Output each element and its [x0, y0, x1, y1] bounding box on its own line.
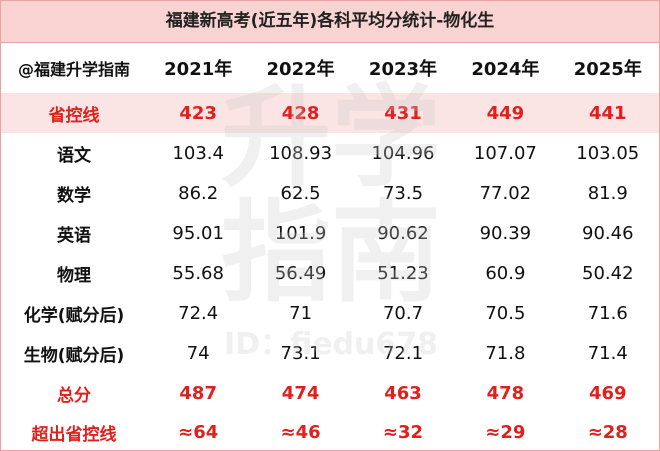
cell: 478 [486, 382, 525, 404]
cell: 71.8 [485, 342, 526, 364]
cell: 431 [384, 102, 422, 124]
cell: 73.1 [280, 342, 321, 364]
cell: 101.9 [274, 222, 327, 244]
header-label: @福建升学指南 [17, 60, 130, 79]
table-row: 语文 103.4 108.93 104.96 107.07 103.05 [1, 133, 659, 173]
cell: 95.01 [172, 222, 224, 244]
cell: 73.5 [382, 182, 424, 204]
cell: 487 [179, 382, 217, 404]
cell: 86.2 [178, 182, 219, 204]
cell: 107.07 [473, 142, 537, 164]
cell: 104.96 [371, 142, 435, 164]
cell: 71.6 [587, 302, 628, 324]
cell: 70.5 [485, 302, 526, 324]
table-row: 化学(赋分后) 72.4 71 70.7 70.5 71.6 [1, 293, 659, 333]
row-label: 总分 [57, 385, 91, 406]
cell: 90.62 [377, 222, 429, 244]
header-year: 2022年 [266, 59, 335, 80]
cell: 441 [588, 102, 627, 124]
row-label: 生物(赋分后) [23, 345, 125, 366]
table-row: 总分 487 474 463 478 469 [1, 373, 659, 413]
cell: ≈32 [382, 422, 424, 443]
cell: 51.23 [377, 262, 429, 284]
table-title: 福建新高考(近五年)各科平均分统计-物化生 [1, 1, 659, 43]
table-row: 超出省控线 ≈64 ≈46 ≈32 ≈29 ≈28 [1, 413, 659, 450]
cell: 70.7 [382, 302, 424, 324]
row-label: 超出省控线 [31, 425, 117, 445]
cell: ≈29 [485, 422, 526, 443]
cell: 423 [179, 102, 217, 124]
cell: 81.9 [587, 182, 628, 204]
row-label: 物理 [57, 265, 91, 286]
cell: 90.39 [479, 222, 532, 244]
cell: 72.1 [382, 342, 424, 364]
row-label: 化学(赋分后) [23, 305, 125, 326]
cell: 74 [186, 342, 210, 364]
cell: 103.4 [172, 142, 224, 164]
cell: 56.49 [274, 262, 327, 284]
table-row: 物理 55.68 56.49 51.23 60.9 50.42 [1, 253, 659, 293]
cell: 469 [588, 382, 627, 404]
cell: ≈46 [280, 422, 321, 443]
row-label: 语文 [57, 145, 91, 166]
cell: 463 [384, 382, 422, 404]
cell: 103.05 [576, 142, 640, 164]
table-row: 省控线 423 428 431 449 441 [1, 93, 659, 133]
table-row: 生物(赋分后) 74 73.1 72.1 71.8 71.4 [1, 333, 659, 373]
cell: 60.9 [485, 262, 526, 284]
row-label: 省控线 [48, 105, 100, 126]
row-label: 数学 [57, 185, 91, 206]
header-year: 2023年 [368, 59, 438, 80]
score-table: @福建升学指南 2021年 2022年 2023年 2024年 2025年 省控线 423 4… [1, 43, 659, 450]
cell: ≈28 [587, 422, 628, 443]
cell: 474 [281, 382, 320, 404]
table-row: 英语 95.01 101.9 90.62 90.39 90.46 [1, 213, 659, 253]
cell: 50.42 [582, 262, 634, 284]
header-year: 2024年 [471, 59, 540, 80]
table-body: 省控线 423 428 431 449 441 语文 103.4 108.93 104.96 107… [1, 93, 659, 450]
header-year: 2025年 [573, 59, 642, 80]
cell: 108.93 [269, 142, 333, 164]
table-row: 数学 86.2 62.5 73.5 77.02 81.9 [1, 173, 659, 213]
cell: 71 [289, 302, 313, 324]
cell: 90.46 [582, 222, 634, 244]
row-label: 英语 [57, 225, 91, 246]
cell: 72.4 [178, 302, 219, 324]
cell: 55.68 [172, 262, 224, 284]
cell: ≈64 [178, 422, 219, 443]
header-row: @福建升学指南 2021年 2022年 2023年 2024年 2025年 [1, 43, 659, 93]
cell: 71.4 [587, 342, 628, 364]
cell: 428 [281, 102, 320, 124]
cell: 449 [486, 102, 525, 124]
cell: 62.5 [280, 182, 321, 204]
header-year: 2021年 [164, 59, 233, 80]
cell: 77.02 [479, 182, 532, 204]
